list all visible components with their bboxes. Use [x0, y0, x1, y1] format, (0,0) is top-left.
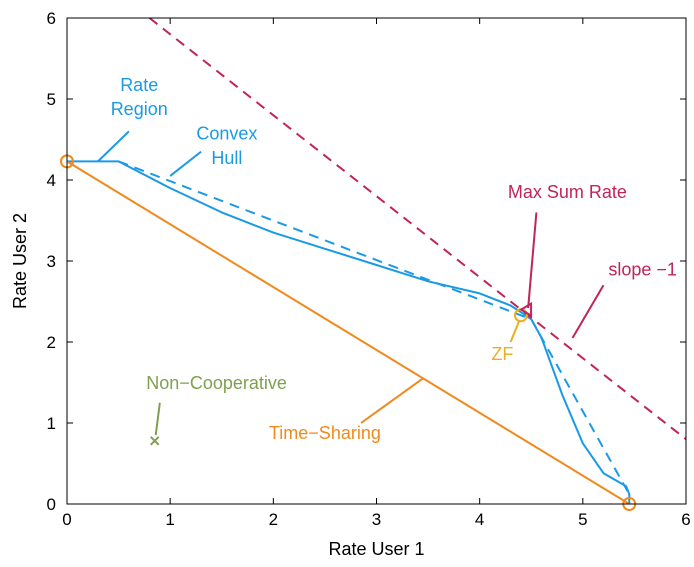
series-rate-region — [67, 160, 631, 504]
x-tick-label: 1 — [165, 510, 174, 529]
x-tick-label: 3 — [372, 510, 381, 529]
annotation-time-sharing-leader — [360, 377, 424, 424]
series-lines — [67, 18, 686, 504]
axis-ticks: 0 1 2 3 4 5 6 0 1 2 3 4 5 6 — [47, 9, 691, 529]
annotations: Rate Region Convex Hull Max Sum Rate slope −1… — [97, 75, 677, 443]
annotation-convex-hull-l1: Convex — [196, 124, 257, 144]
y-tick-label: 2 — [47, 333, 56, 352]
annotation-time-sharing: Time−Sharing — [269, 423, 381, 443]
series-time-sharing — [67, 160, 630, 504]
x-tick-label: 5 — [578, 510, 587, 529]
x-axis-label: Rate User 1 — [328, 539, 424, 559]
annotation-zf-leader — [509, 321, 520, 343]
x-tick-label: 2 — [269, 510, 278, 529]
marker-max-sum-rate — [519, 301, 533, 318]
y-axis-label: Rate User 2 — [10, 213, 30, 309]
annotation-convex-hull-l2-leader — [169, 150, 202, 177]
x-tick-label: 0 — [62, 510, 71, 529]
annotation-zf: ZF — [491, 344, 513, 364]
annotation-rate-region-l2: Region — [111, 99, 168, 119]
annotation-max-sum-rate: Max Sum Rate — [508, 182, 627, 202]
annotation-rate-region-l2-leader — [97, 130, 130, 163]
y-tick-label: 4 — [47, 171, 56, 190]
x-tick-label: 4 — [475, 510, 484, 529]
plot-area: Rate Region Convex Hull Max Sum Rate slope −1… — [60, 18, 686, 511]
annotation-non-cooperative-leader — [154, 402, 161, 436]
annotation-max-sum-rate-leader — [527, 212, 538, 309]
series-sum-rate-line — [148, 18, 686, 440]
y-tick-label: 6 — [47, 9, 56, 28]
marker-non-cooperative — [149, 436, 160, 446]
annotation-slope: slope −1 — [608, 260, 677, 280]
annotation-slope-leader — [571, 284, 605, 339]
y-tick-label: 3 — [47, 252, 56, 271]
annotation-non-cooperative: Non−Cooperative — [146, 373, 287, 393]
annotation-rate-region-l1: Rate — [120, 75, 158, 95]
y-tick-label: 0 — [47, 495, 56, 514]
x-tick-label: 6 — [681, 510, 690, 529]
y-tick-label: 5 — [47, 90, 56, 109]
y-tick-label: 1 — [47, 414, 56, 433]
annotation-convex-hull-l2: Hull — [211, 148, 242, 168]
marker-non-cooperative-stroke-b — [149, 436, 160, 446]
